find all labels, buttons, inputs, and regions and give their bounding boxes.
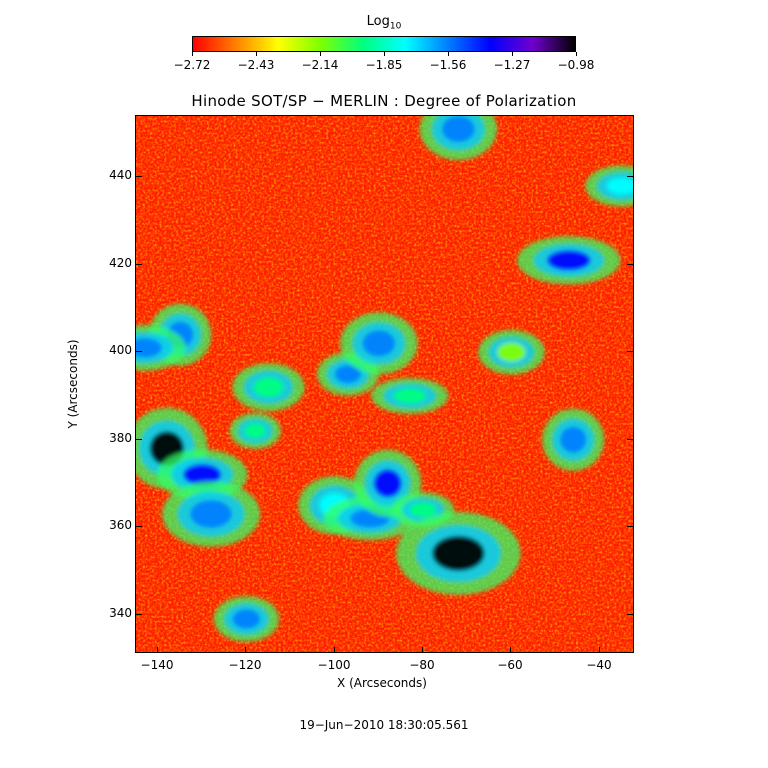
y-tick-right [627,526,634,527]
colorbar-tick [320,52,321,56]
polarization-region [232,609,261,629]
colorbar-tick [448,52,449,56]
x-tick [157,647,158,653]
colorbar-title: Log10 [366,14,402,32]
polarization-region [393,388,426,404]
colorbar [192,36,576,52]
y-tick [135,264,142,265]
polarization-region [409,502,437,517]
polarization-region [253,377,284,398]
x-tick-label: −60 [497,658,523,672]
y-tick-label: 360 [109,518,132,532]
y-tick-label: 420 [109,256,132,270]
x-tick [245,647,246,653]
colorbar-tick [192,52,193,56]
polarization-region [136,338,162,358]
plot-area [135,115,634,653]
colorbar-tick-label: −1.85 [365,58,403,72]
colorbar-tick-label: −2.43 [237,58,275,72]
x-tick-label: −120 [228,658,262,672]
polarization-region [373,469,402,498]
x-tick [334,647,335,653]
polarization-region [606,177,633,195]
y-tick [135,614,142,615]
polarization-region [190,500,232,528]
x-tick-label: −80 [409,658,435,672]
polarization-region [560,426,587,453]
colorbar-tick-label: −2.72 [173,58,211,72]
colorbar-tick [384,52,385,56]
y-tick-label: 380 [109,431,132,445]
colorbar-tick-label: −2.14 [301,58,339,72]
x-tick [510,647,511,653]
y-tick-label: 440 [109,168,132,182]
polarization-region [547,250,591,271]
y-tick-right [627,351,634,352]
timestamp: 19−Jun−2010 18:30:05.561 [299,718,469,732]
y-tick-label: 400 [109,343,132,357]
polarization-region [244,423,266,439]
colorbar-tick-label: −1.27 [493,58,531,72]
polarization-heatmap [136,116,633,652]
x-tick-label: −140 [140,658,174,672]
y-tick-label: 340 [109,606,132,620]
polarization-region [183,464,222,486]
polarization-region [335,365,361,384]
y-tick [135,351,142,352]
x-tick-label: −40 [586,658,612,672]
y-tick-right [627,176,634,177]
y-tick-right [627,264,634,265]
polarization-region [432,535,485,571]
chart-title: Hinode SOT/SP − MERLIN : Degree of Polar… [191,92,577,110]
polarization-region [362,330,396,357]
colorbar-tick-label: −0.98 [557,58,595,72]
colorbar-tick [512,52,513,56]
x-tick [422,647,423,653]
x-tick [599,647,600,653]
y-tick-right [627,439,634,440]
x-axis-label: X (Arcseconds) [337,676,427,690]
y-tick [135,439,142,440]
polarization-region [497,342,526,362]
x-tick-label: −100 [317,658,351,672]
colorbar-tick-label: −1.56 [429,58,467,72]
y-axis-label: Y (Arcseconds) [66,339,80,429]
colorbar-tick [576,52,577,56]
y-tick-right [627,614,634,615]
y-tick [135,526,142,527]
polarization-region [442,116,475,143]
y-tick [135,176,142,177]
colorbar-tick [256,52,257,56]
